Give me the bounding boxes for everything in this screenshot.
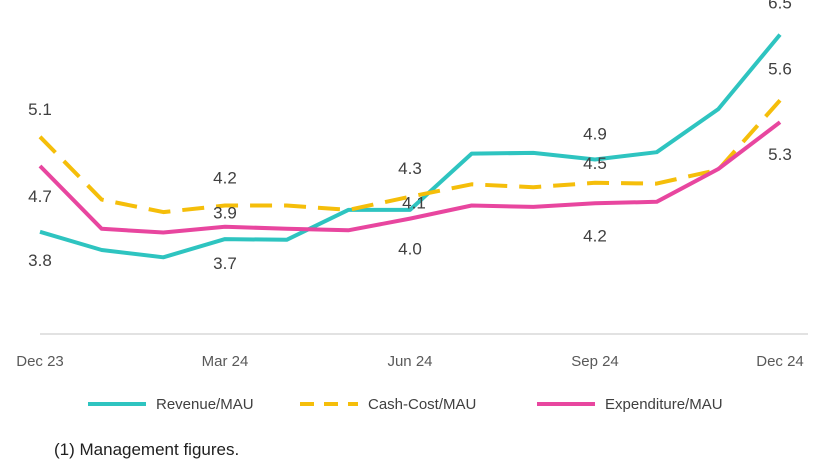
data-label-cash-cost-mau-dec-23: 5.1 [28, 100, 52, 119]
x-tick-layer: Dec 23 Mar 24 Jun 24 Sep 24 Dec 24 [16, 353, 804, 370]
legend: Revenue/MAU Cash-Cost/MAU Expenditure/MAU [88, 396, 723, 413]
x-tick-label-mar-24: Mar 24 [202, 353, 249, 370]
x-tick-label-sep-24: Sep 24 [571, 353, 619, 370]
series-line-cash-cost-mau [38, 98, 782, 215]
data-label-cash-cost-mau-mar-24: 4.2 [213, 169, 237, 188]
data-label-revenue-mau-sep-24: 4.9 [583, 125, 607, 144]
line-chart: 3.8 3.7 4.3 4.9 6.5 5.1 4.2 4.1 4.5 5.6 4.7 3.9 4.0 4… [16, 0, 808, 413]
legend-label-revenue-mau: Revenue/MAU [156, 396, 254, 413]
data-label-expenditure-mau-dec-24: 5.3 [768, 145, 792, 164]
x-tick-label-dec-24: Dec 24 [756, 353, 804, 370]
data-label-revenue-mau-jun-24: 4.3 [398, 159, 422, 178]
data-label-expenditure-mau-jun-24: 4.0 [398, 240, 422, 259]
data-label-cash-cost-mau-dec-24: 5.6 [768, 59, 792, 78]
data-label-cash-cost-mau-sep-24: 4.5 [583, 154, 607, 173]
legend-label-expenditure-mau: Expenditure/MAU [605, 396, 723, 413]
data-label-expenditure-mau-sep-24: 4.2 [583, 226, 607, 245]
series-line-revenue-mau [39, 33, 782, 260]
x-tick-label-jun-24: Jun 24 [387, 353, 432, 370]
data-label-cash-cost-mau-jun-24: 4.1 [402, 194, 426, 213]
data-label-expenditure-mau-mar-24: 3.9 [213, 204, 237, 223]
data-label-expenditure-mau-dec-23: 4.7 [28, 187, 52, 206]
data-label-revenue-mau-mar-24: 3.7 [213, 254, 237, 273]
data-label-layer: 3.8 3.7 4.3 4.9 6.5 5.1 4.2 4.1 4.5 5.6 4.7 3.9 4.0 4… [28, 0, 792, 273]
x-tick-label-dec-23: Dec 23 [16, 353, 64, 370]
data-label-revenue-mau-dec-24: 6.5 [768, 0, 792, 13]
legend-label-cash-cost-mau: Cash-Cost/MAU [368, 396, 476, 413]
series-layer [38, 33, 782, 260]
data-label-revenue-mau-dec-23: 3.8 [28, 251, 52, 270]
footnote: (1) Management figures. [54, 440, 240, 459]
series-line-expenditure-mau [38, 120, 782, 235]
